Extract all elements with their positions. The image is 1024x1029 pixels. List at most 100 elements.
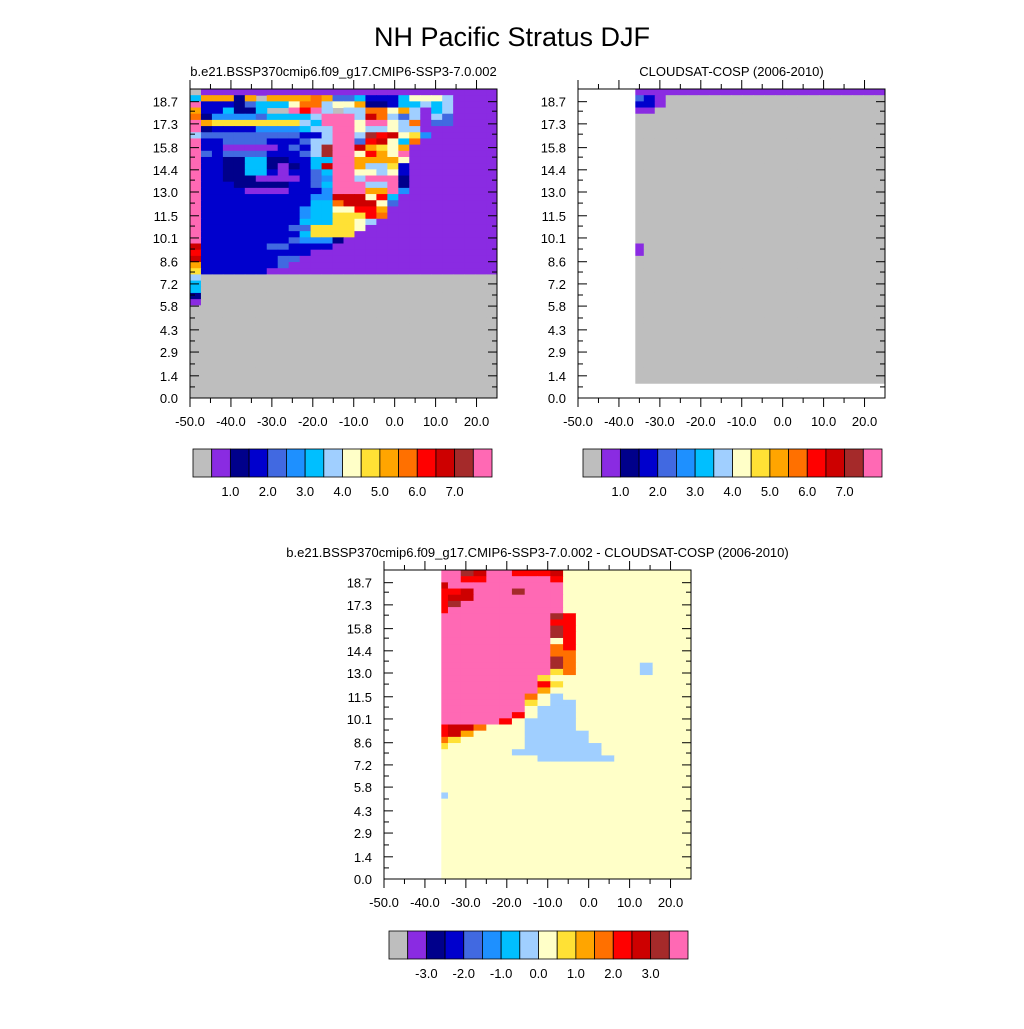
heat-cell — [255, 206, 268, 214]
heat-cell — [819, 348, 831, 356]
heat-cell — [775, 311, 787, 319]
heat-cell — [830, 144, 842, 152]
heat-cell — [464, 305, 476, 312]
heat-cell — [499, 761, 513, 769]
heat-cell — [473, 848, 487, 855]
heat-cell — [387, 200, 399, 207]
heat-cell — [797, 119, 809, 127]
heat-cell — [709, 212, 722, 220]
heat-cell — [764, 373, 776, 380]
heat-cell — [460, 656, 475, 664]
heat-cell — [299, 224, 312, 232]
heat-cell — [464, 237, 476, 244]
heat-cell — [332, 311, 344, 319]
heat-cell — [665, 749, 679, 756]
heat-cell — [321, 249, 334, 257]
heat-cell — [398, 280, 410, 288]
y-tick-label: 2.9 — [160, 345, 178, 360]
heat-cell — [797, 330, 809, 337]
heat-cell — [830, 194, 842, 201]
heat-cell — [460, 761, 475, 769]
heat-cell — [627, 749, 641, 756]
heat-cell — [431, 280, 443, 288]
heat-cell — [665, 613, 679, 620]
heat-cell — [764, 330, 776, 337]
heat-cell — [575, 743, 590, 750]
heat-cell — [190, 231, 202, 238]
heat-cell — [874, 224, 886, 232]
heat-cell — [627, 705, 641, 713]
heat-cell — [550, 724, 564, 732]
heat-cell — [654, 268, 667, 275]
heat-cell — [486, 637, 500, 645]
heat-cell — [354, 138, 366, 146]
heat-cell — [486, 95, 498, 102]
heat-cell — [764, 348, 776, 356]
heat-cell — [460, 662, 475, 670]
heat-cell — [222, 224, 235, 232]
heat-cell — [687, 175, 700, 183]
heat-cell — [764, 237, 776, 244]
heat-cell — [614, 829, 628, 837]
heat-cell — [233, 274, 246, 282]
heat-cell — [211, 311, 224, 319]
heat-cell — [863, 194, 875, 201]
heat-cell — [499, 767, 513, 775]
heat-cell — [720, 187, 732, 195]
heat-cell — [819, 132, 831, 139]
heat-cell — [486, 767, 500, 775]
heat-cell — [499, 637, 513, 645]
heat-cell — [442, 218, 454, 226]
heat-cell — [244, 354, 257, 362]
heat-cell — [753, 113, 765, 121]
heat-cell — [753, 212, 765, 220]
heat-cell — [431, 212, 443, 220]
heat-cell — [841, 113, 853, 121]
heat-cell — [643, 330, 656, 337]
heat-cell — [499, 662, 513, 670]
heat-cell — [698, 119, 711, 127]
heat-cell — [365, 286, 377, 294]
heat-cell — [819, 317, 831, 325]
heat-cell — [321, 280, 334, 288]
heat-cell — [742, 360, 754, 368]
colorbar-label: 2.0 — [259, 484, 277, 499]
heat-cell — [233, 144, 246, 152]
heat-cell — [332, 262, 344, 269]
heat-cell — [486, 743, 500, 750]
heat-cell — [376, 200, 388, 207]
heat-cell — [398, 119, 410, 127]
heat-cell — [442, 323, 454, 331]
heat-cell — [473, 767, 487, 775]
heat-cell — [299, 243, 312, 251]
heat-cell — [277, 373, 290, 380]
heat-cell — [639, 600, 654, 608]
heat-cell — [365, 317, 377, 325]
heat-cell — [654, 280, 667, 288]
heat-cell — [687, 200, 700, 207]
heat-cell — [511, 792, 526, 800]
heat-cell — [511, 619, 526, 627]
heat-cell — [819, 126, 831, 133]
heat-cell — [431, 200, 443, 207]
heat-cell — [244, 342, 257, 350]
heat-cell — [387, 175, 399, 183]
heat-cell — [639, 829, 654, 837]
heat-cell — [211, 342, 224, 350]
heat-cell — [797, 348, 809, 356]
heat-cell — [409, 274, 421, 282]
heat-cell — [654, 286, 667, 294]
heat-cell — [676, 187, 689, 195]
heat-cell — [808, 156, 820, 164]
heat-cell — [453, 194, 465, 201]
heat-cell — [321, 138, 334, 146]
heat-cell — [266, 243, 279, 251]
heat-cell — [563, 792, 577, 800]
heat-cell — [676, 255, 689, 263]
heat-cell — [321, 212, 334, 220]
heat-cell — [376, 373, 388, 380]
heat-cell — [830, 348, 842, 356]
heat-cell — [731, 292, 743, 300]
heat-cell — [614, 823, 628, 831]
heat-cell — [687, 138, 700, 146]
